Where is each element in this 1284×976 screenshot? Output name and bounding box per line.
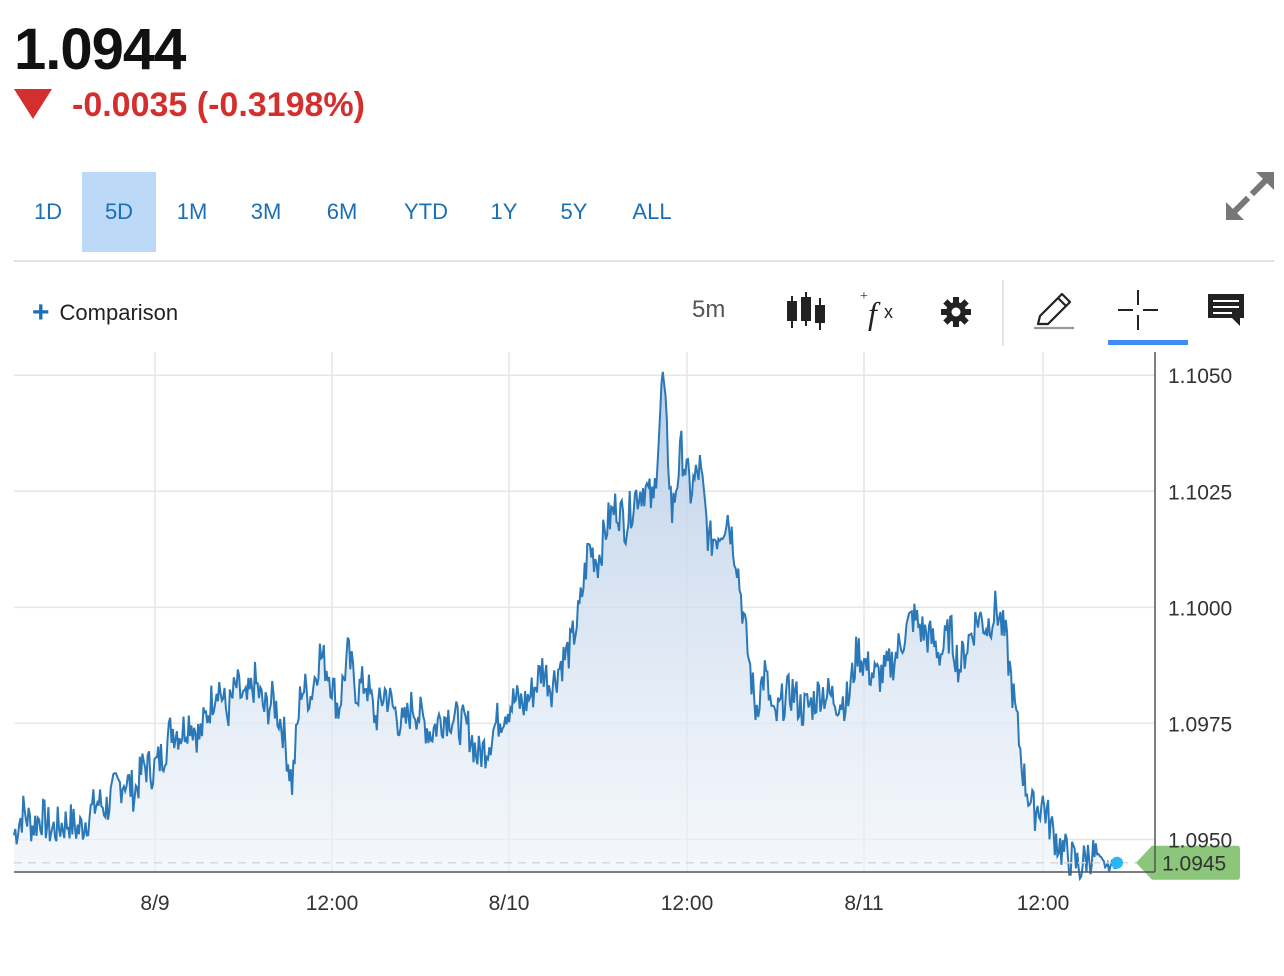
range-tab-3m[interactable]: 3M: [250, 199, 282, 224]
range-tab-6m[interactable]: 6M: [326, 199, 358, 224]
fx-icon[interactable]: + f x: [856, 286, 904, 334]
candlestick-icon[interactable]: [782, 286, 830, 334]
change-row: -0.0035 (-0.3198%): [14, 86, 365, 125]
crosshair-icon[interactable]: [1114, 286, 1162, 334]
svg-text:f: f: [868, 295, 881, 331]
price-line: [13, 371, 1118, 882]
interval-selector[interactable]: 5m: [692, 296, 726, 323]
x-tick-label: 8/11: [844, 892, 883, 915]
y-tick-label: 1.1025: [1168, 481, 1232, 504]
chart-toolbar: + Comparison 5m + f x: [0, 280, 1284, 350]
range-tabs: 1D 5D 1M 3M 6M YTD 1Y 5Y ALL: [14, 172, 692, 252]
comparison-button[interactable]: + Comparison: [32, 298, 178, 328]
x-tick-label: 8/10: [489, 892, 530, 915]
last-price: 1.0944: [14, 17, 186, 82]
range-tab-1y[interactable]: 1Y: [490, 199, 518, 224]
range-tab-1d[interactable]: 1D: [33, 199, 63, 224]
y-tick-label: 1.1050: [1168, 365, 1232, 388]
y-tick-label: 1.0950: [1168, 830, 1232, 853]
x-tick-label: 12:00: [1017, 892, 1070, 915]
price-area: [14, 371, 1117, 879]
last-price-tag-label: 1.0945: [1162, 853, 1226, 876]
down-arrow-icon: [14, 88, 52, 119]
x-axis-ticks: 8/9 12:00 8/10 12:00 8/11 12:00: [140, 892, 1069, 915]
comparison-label: Comparison: [59, 300, 179, 325]
pencil-icon[interactable]: [1030, 286, 1078, 334]
gear-icon[interactable]: [932, 286, 980, 334]
comment-icon[interactable]: [1202, 286, 1250, 334]
price-chart[interactable]: 1.0945 1.1050 1.1025 1.1000 1.0975 1.0950 8/…: [0, 352, 1284, 932]
y-axis-ticks: 1.1050 1.1025 1.1000 1.0975 1.0950: [1168, 365, 1232, 852]
last-price-tag: 1.0945: [1136, 845, 1240, 880]
svg-text:+: +: [860, 289, 868, 304]
range-tab-5y[interactable]: 5Y: [560, 199, 588, 224]
range-tab-5d[interactable]: 5D: [82, 172, 156, 252]
toolbar-separator: [1002, 280, 1004, 346]
range-tab-1m[interactable]: 1M: [176, 199, 208, 224]
y-tick-label: 1.0975: [1168, 713, 1232, 736]
range-tab-all[interactable]: ALL: [632, 199, 672, 224]
expand-icon[interactable]: [1224, 170, 1276, 222]
x-tick-label: 8/9: [140, 892, 169, 915]
header-divider: [14, 260, 1274, 262]
plus-icon: +: [32, 296, 50, 329]
range-tab-ytd[interactable]: YTD: [404, 199, 448, 224]
active-tool-indicator: [1108, 340, 1188, 345]
svg-text:x: x: [884, 302, 893, 322]
last-price-dot: [1111, 856, 1123, 869]
y-tick-label: 1.1000: [1168, 597, 1232, 620]
x-tick-label: 12:00: [661, 892, 714, 915]
quote-header: 1.0944: [14, 17, 186, 82]
last-price-tag-shape: [1136, 845, 1240, 880]
x-tick-label: 12:00: [306, 892, 359, 915]
price-change: -0.0035 (-0.3198%): [72, 86, 365, 124]
